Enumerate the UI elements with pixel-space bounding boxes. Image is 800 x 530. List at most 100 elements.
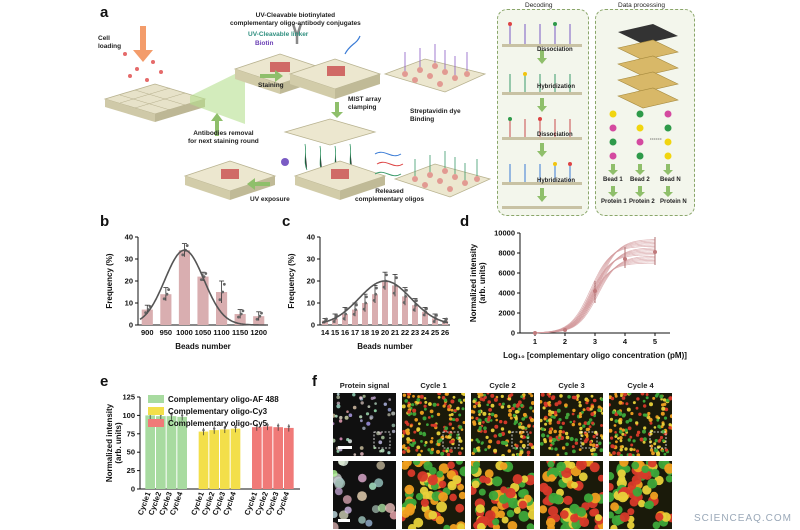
magnify-beam	[190, 69, 245, 124]
bar	[156, 416, 166, 489]
bar	[141, 309, 153, 325]
bar	[284, 427, 294, 489]
cycle-image	[402, 461, 465, 529]
data-point	[362, 307, 366, 311]
data-point	[276, 424, 280, 427]
micrograph-label: Protein signal	[339, 381, 390, 390]
data-point	[234, 425, 237, 429]
zoom-region-box	[649, 431, 667, 449]
cycle-image	[609, 393, 672, 456]
x-tick-label: 900	[141, 328, 154, 337]
chart-d: 0 2000 4000 6000 8000 10000 1 2 3 4 5 Log₁₀ [comple…	[469, 229, 687, 361]
bar	[382, 281, 388, 325]
data-point	[332, 320, 336, 323]
y-tick-label: 20	[307, 277, 315, 286]
label-protein-2: Protein 2	[629, 199, 655, 205]
data-point	[405, 288, 408, 292]
decoding-title: Decoding	[525, 2, 553, 9]
fit-curve	[321, 280, 449, 324]
antibody-icon	[291, 23, 303, 44]
legend-swatch	[148, 419, 164, 427]
x-tick-label: 950	[160, 328, 173, 337]
zoom-region-box	[511, 431, 529, 449]
x-tick-label: 20	[381, 328, 389, 337]
x-tick-label: 3	[593, 337, 597, 346]
bar	[166, 416, 177, 489]
x-tick-label: 19	[371, 328, 379, 337]
y-axis-label-line: Normalized intensity	[105, 403, 114, 482]
label-antibodies-removal: Antibodies removal for next staining rou…	[188, 130, 259, 145]
bar	[145, 415, 155, 489]
y-tick-label: 10	[307, 299, 315, 308]
x-tick-label: 1	[533, 337, 537, 346]
legend-label: Complementary oligo-Cy5	[168, 419, 268, 428]
panel-letter-b: b	[100, 213, 110, 230]
cycle-image	[471, 461, 534, 529]
data-point	[354, 308, 357, 311]
zoom-region-box	[580, 431, 598, 449]
label-released: Released complementary oligos	[355, 188, 424, 203]
x-tick-label: 2	[563, 337, 567, 346]
y-tick-label: 20	[125, 277, 133, 286]
data-point	[395, 276, 398, 280]
y-axis-label: Normalized intensity(arb. units)	[105, 403, 123, 482]
panel-letter-f: f	[312, 373, 317, 390]
decoding-box	[497, 9, 589, 216]
x-tick-label: 1200	[250, 328, 267, 337]
image-stack	[617, 24, 679, 109]
label-bead-1: Bead 1	[603, 177, 623, 183]
y-tick-label: 0	[129, 321, 133, 330]
cycle-image	[471, 393, 534, 456]
label-biotin: Biotin	[255, 40, 274, 47]
y-tick-label: 125	[122, 393, 135, 402]
bar	[422, 311, 428, 325]
protein-signal-image	[333, 461, 396, 529]
decode-row-4	[509, 164, 571, 182]
y-tick-label: 8000	[498, 249, 515, 258]
cycle-image	[402, 393, 465, 456]
x-tick-label: 24	[421, 328, 430, 337]
microchip-4	[183, 160, 277, 200]
bar	[198, 431, 209, 489]
x-axis-label: Log₁₀ [complementary oligo concentration…	[503, 351, 687, 360]
data-point	[266, 423, 269, 427]
bar	[252, 427, 262, 489]
data-point	[221, 290, 225, 294]
cycle-image	[540, 393, 603, 456]
legend-swatch	[148, 395, 164, 403]
data-point	[445, 317, 448, 321]
x-tick-label: 21	[391, 328, 399, 337]
y-axis-label-line: (arb. units)	[478, 262, 487, 304]
x-tick-label: 1150	[232, 328, 248, 337]
data-point	[385, 273, 388, 277]
data-point	[199, 278, 203, 282]
cycle-image	[540, 461, 603, 529]
data-point	[533, 331, 537, 335]
bead-color-codes	[609, 110, 672, 160]
chart-e: 0255075100125Cycle1Cycle2Cycle3Cycle4Com…	[105, 393, 300, 516]
x-tick-label: 1100	[213, 328, 229, 337]
y-axis-label: Frequency (%)	[105, 253, 114, 308]
bar	[372, 294, 378, 325]
bead-array-bottom	[393, 151, 492, 198]
data-point	[162, 297, 166, 301]
data-point	[204, 272, 208, 275]
micrograph-label: Cycle 2	[489, 381, 516, 390]
data-point	[165, 292, 169, 296]
data-point	[239, 312, 243, 316]
y-tick-label: 75	[127, 429, 135, 438]
bar	[273, 427, 283, 489]
panel-letter-a: a	[100, 4, 109, 21]
cell-loading-arrow	[133, 26, 153, 62]
data-point	[212, 427, 216, 430]
decode-row-1	[509, 24, 571, 44]
data-point	[375, 286, 378, 290]
data-point	[325, 317, 328, 321]
loading-cells	[123, 52, 163, 82]
y-tick-label: 30	[125, 255, 133, 264]
label-dissociation-1: Dissociation	[537, 47, 573, 53]
x-tick-label: 23	[411, 328, 419, 337]
flow-arrow-mid	[331, 102, 343, 118]
x-tick-label: 25	[431, 328, 439, 337]
